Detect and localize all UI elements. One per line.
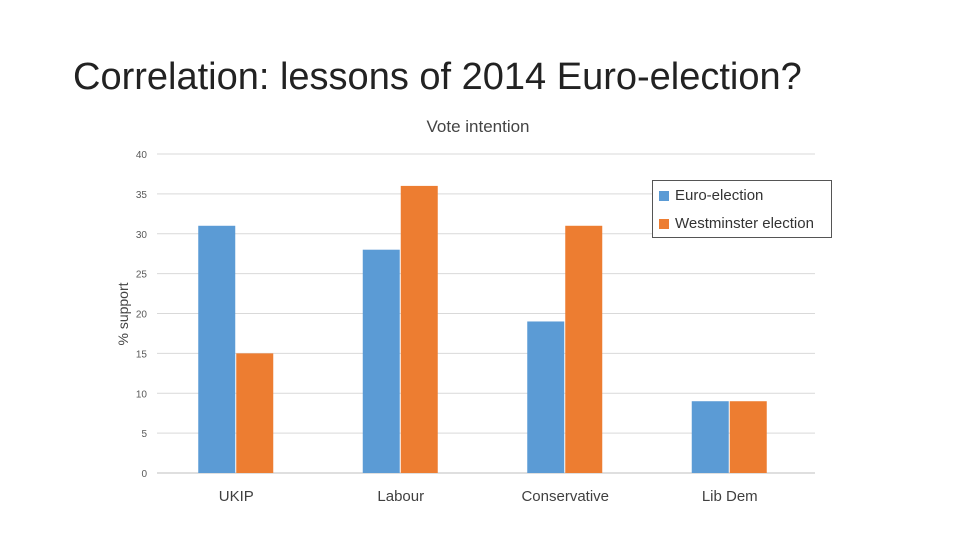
legend-swatch-euro bbox=[659, 190, 669, 201]
x-category-label: Conservative bbox=[521, 488, 609, 505]
bar-ukip-euro bbox=[198, 225, 236, 473]
legend-item-westminster-election: Westminster election bbox=[659, 215, 814, 232]
y-tick-label: 40 bbox=[136, 150, 148, 161]
y-tick-label: 35 bbox=[136, 190, 148, 201]
y-tick-label: 0 bbox=[141, 469, 147, 480]
legend-swatch-westminster bbox=[659, 218, 669, 229]
legend-item-euro-election: Euro-election bbox=[659, 187, 763, 204]
y-tick-label: 10 bbox=[136, 389, 148, 400]
y-tick-label: 25 bbox=[136, 270, 148, 281]
bar-labour-westminster bbox=[400, 185, 438, 473]
x-category-label: Labour bbox=[377, 488, 424, 505]
y-tick-label: 15 bbox=[136, 349, 148, 360]
y-tick-label: 20 bbox=[136, 310, 148, 321]
y-tick-label: 30 bbox=[136, 230, 148, 241]
x-category-label: Lib Dem bbox=[702, 488, 758, 505]
slide-title: Correlation: lessons of 2014 Euro-electi… bbox=[73, 56, 802, 98]
bar-conservative-westminster bbox=[565, 225, 603, 473]
y-axis-label: % support bbox=[115, 282, 131, 345]
bar-conservative-euro bbox=[527, 321, 565, 473]
chart-title: Vote intention bbox=[426, 117, 529, 136]
bar-labour-euro bbox=[362, 249, 400, 473]
legend-label-westminster: Westminster election bbox=[675, 215, 814, 232]
legend-label-euro: Euro-election bbox=[675, 187, 764, 204]
bar-ukip-westminster bbox=[236, 353, 274, 473]
x-category-label: UKIP bbox=[219, 488, 254, 505]
bar-lib-dem-westminster bbox=[729, 401, 767, 473]
bar-lib-dem-euro bbox=[691, 401, 729, 473]
chart-legend: Euro-election Westminster election bbox=[652, 180, 832, 238]
y-tick-label: 5 bbox=[141, 429, 147, 440]
